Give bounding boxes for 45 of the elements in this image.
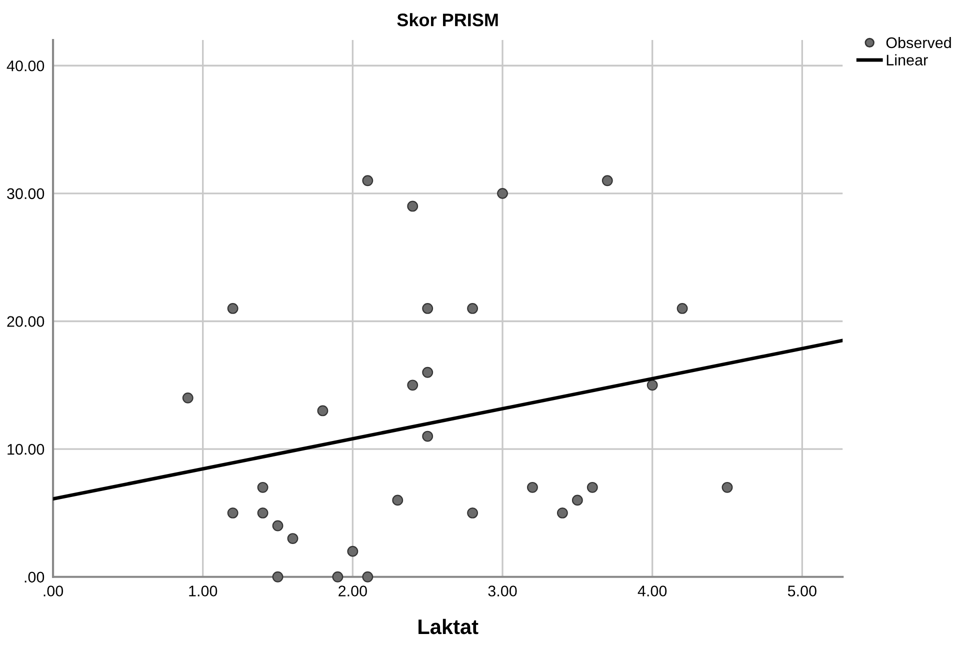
point: [422, 303, 434, 314]
y-tick-label: 30.00: [7, 188, 44, 200]
point: [362, 571, 374, 582]
y-tick-label: 40.00: [6, 60, 44, 72]
legend-label: Observed: [886, 36, 951, 48]
point: [467, 508, 478, 518]
point: [527, 482, 538, 493]
x-tick-label: 3.00: [488, 586, 517, 596]
point: [182, 392, 194, 404]
point: [422, 430, 434, 442]
point: [227, 303, 238, 314]
point: [572, 494, 583, 506]
point: [272, 571, 284, 582]
point: [556, 508, 568, 518]
point: [332, 571, 344, 582]
y-tick-label: .00: [24, 572, 44, 583]
point: [646, 380, 658, 391]
x-tick-label: .00: [44, 586, 64, 596]
point: [317, 405, 328, 416]
legend-label: Linear: [886, 54, 928, 66]
point: [467, 303, 478, 314]
y-tick-label: 20.00: [7, 316, 44, 327]
y-tick-label: 10.00: [8, 444, 44, 455]
point: [227, 508, 238, 518]
x-tick-label: 4.00: [638, 586, 667, 596]
x-tick-label: 1.00: [189, 586, 218, 596]
point: [287, 533, 298, 544]
point: [722, 482, 733, 493]
point: [497, 188, 508, 199]
point: [586, 482, 598, 493]
x-tick-label: 5.00: [788, 586, 816, 596]
x-tick-label: 2.00: [338, 586, 367, 596]
x-axis-title: Laktat: [418, 618, 478, 634]
point: [422, 366, 434, 378]
point: [407, 200, 418, 212]
point: [347, 546, 358, 557]
point: [392, 494, 404, 506]
point: [362, 175, 374, 186]
point: [602, 175, 613, 186]
point: [676, 303, 688, 314]
chart-title: Skor PRISM: [397, 13, 498, 26]
point: [407, 380, 418, 391]
point: [257, 508, 268, 518]
point: [257, 482, 268, 493]
point: [272, 520, 284, 532]
